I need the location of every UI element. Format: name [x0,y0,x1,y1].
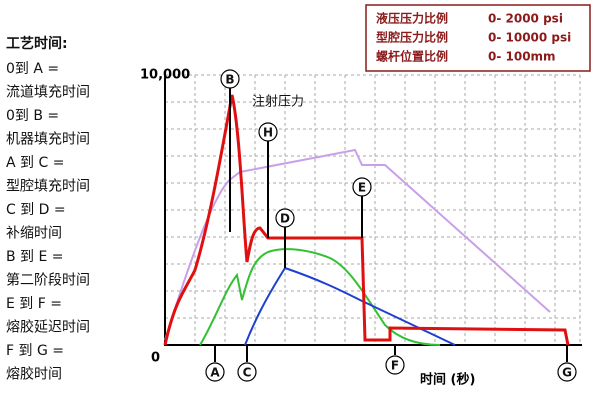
marker: B [225,73,234,87]
legend-box [365,4,591,72]
marker-lines [214,88,568,362]
legend-label: 型腔压力比例 [376,30,448,45]
process-item: 熔胶时间 [6,366,62,383]
marker-circles [205,69,577,382]
y-top-label: 10,000 [140,68,190,83]
process-item: B 到 E = [6,249,64,265]
cavity-pressure-curve-2 [244,266,456,346]
marker: A [210,366,220,380]
process-item: E 到 F = [6,296,62,312]
process-item: 第二阶段时间 [6,272,90,289]
process-list: 0到 A = 流道填充时间 0到 B = 机器填充时间 A 到 C = 型腔填充时间 C 到… [6,61,90,383]
hydraulic-pressure-curve [163,94,570,346]
grid [165,74,581,345]
x-axis-label: 时间 (秒) [420,372,475,388]
process-item: A 到 C = [6,155,64,171]
process-item: 熔胶延迟时间 [6,319,90,336]
marker: E [358,181,366,195]
process-item: F 到 G = [6,343,64,359]
legend-range: 0- 100mm [488,50,556,64]
process-item: C 到 D = [6,202,66,218]
legend-label: 螺杆位置比例 [376,49,448,64]
process-item: 0到 A = [6,61,59,77]
process-item: 机器填充时间 [6,132,90,148]
screw-position-curve [164,148,551,341]
process-item: 型腔填充时间 [6,179,90,195]
annotation: 注射压力 [252,94,304,110]
process-item: 0到 B = [6,108,59,124]
legend-range: 0- 2000 psi [488,12,563,26]
legend-range: 0- 10000 psi [488,31,571,45]
marker: F [391,359,399,373]
process-title: 工艺时间: [6,35,68,52]
marker: G [562,366,572,380]
marker: D [280,212,290,226]
y-origin-label: 0 [151,351,160,366]
legend-label: 液压压力比例 [376,11,448,26]
marker: H [263,126,273,140]
process-item: 流道填充时间 [6,85,90,101]
process-item: 补缩时间 [6,226,62,242]
marker: C [243,366,252,380]
cavity-pressure-curve [199,248,441,346]
